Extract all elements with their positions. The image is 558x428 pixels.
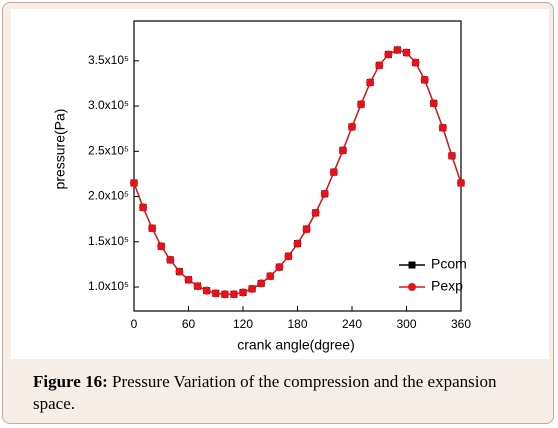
point: [338, 146, 347, 155]
series-line: [133, 49, 462, 295]
point: [348, 122, 356, 131]
x-tick-label: 60: [182, 317, 196, 331]
point: [329, 168, 338, 177]
point: [184, 275, 193, 284]
caption: Figure 16: Pressure Variation of the com…: [33, 371, 533, 415]
caption-label: Figure 16:: [33, 372, 108, 391]
x-tick-label: 0: [131, 317, 138, 331]
point: [320, 189, 329, 198]
chart: pressure(Pa) crank angle(dgree) 1.0x10⁵ 1…: [11, 9, 549, 359]
point: [357, 100, 366, 109]
point: [411, 58, 420, 67]
x-tick-label: 360: [451, 317, 471, 331]
point: [239, 288, 247, 297]
point: [175, 267, 184, 276]
legend-label: Pcom: [431, 256, 467, 272]
y-axis-label: pressure(Pa): [52, 109, 68, 190]
point: [384, 50, 393, 59]
point: [457, 178, 465, 187]
point: [393, 45, 402, 54]
legend-marker: [408, 283, 416, 291]
y-tick-label: 1.0x10⁵: [88, 279, 129, 293]
point: [157, 242, 166, 251]
point: [438, 123, 447, 132]
y-tick-label: 3.0x10⁵: [88, 98, 129, 112]
point: [248, 284, 257, 293]
point: [193, 282, 202, 291]
point: [202, 286, 211, 295]
point: [266, 272, 275, 281]
point: [375, 61, 384, 70]
point: [429, 99, 438, 108]
point: [229, 290, 238, 299]
series-line: [133, 49, 462, 295]
figure-panel: pressure(Pa) crank angle(dgree) 1.0x10⁵ 1…: [2, 2, 554, 424]
x-tick-label: 180: [287, 317, 307, 331]
point: [139, 203, 148, 212]
point: [220, 290, 229, 299]
point: [148, 224, 157, 233]
point: [275, 263, 284, 272]
point: [284, 252, 293, 261]
point: [420, 75, 429, 84]
point: [130, 178, 138, 187]
y-tick-label: 2.0x10⁵: [88, 189, 129, 203]
point: [366, 78, 375, 87]
point: [402, 48, 411, 57]
x-tick-label: 240: [342, 317, 362, 331]
legend-marker: [408, 261, 416, 269]
y-tick-label: 3.5x10⁵: [88, 53, 129, 67]
point: [257, 279, 266, 288]
point: [211, 289, 220, 298]
point: [447, 151, 456, 160]
y-tick-label: 2.5x10⁵: [88, 143, 129, 157]
x-tick-label: 300: [396, 317, 416, 331]
point: [302, 225, 311, 234]
point: [166, 255, 175, 264]
y-tick-label: 1.5x10⁵: [88, 234, 129, 248]
x-tick-label: 120: [233, 317, 253, 331]
point: [293, 239, 302, 248]
point: [311, 208, 320, 217]
caption-text: Pressure Variation of the compression an…: [33, 372, 497, 413]
x-axis-label: crank angle(dgree): [237, 337, 355, 353]
legend-label: Pexp: [431, 278, 463, 294]
